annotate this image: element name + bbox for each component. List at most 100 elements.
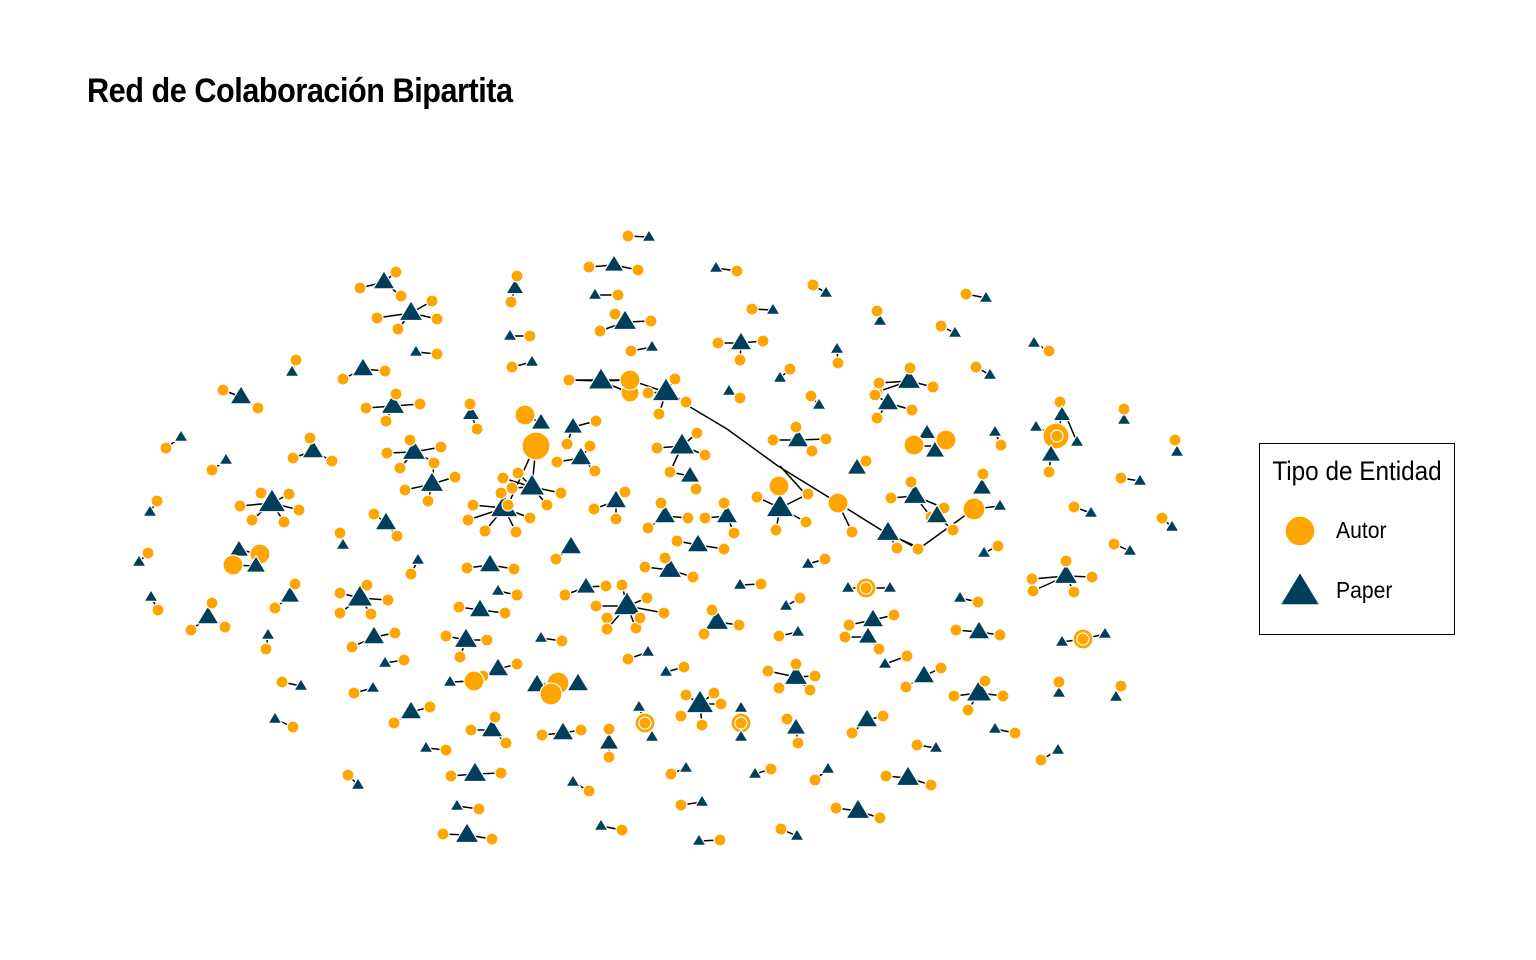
paper-node bbox=[1027, 418, 1045, 432]
autor-node bbox=[1114, 679, 1128, 693]
autor-node bbox=[961, 703, 975, 717]
autor-node bbox=[404, 567, 418, 581]
paper-node bbox=[927, 739, 945, 753]
paper-node bbox=[361, 624, 387, 645]
autor-node bbox=[501, 498, 515, 512]
autor-node bbox=[336, 372, 350, 386]
autor-node bbox=[434, 440, 448, 454]
paper-node bbox=[986, 720, 1004, 734]
autor-node bbox=[910, 738, 924, 752]
paper-node bbox=[951, 589, 969, 603]
autor-node bbox=[159, 441, 173, 455]
paper-node bbox=[195, 604, 221, 625]
paper-node bbox=[452, 626, 480, 649]
paper-node bbox=[266, 710, 284, 724]
autor-node bbox=[993, 628, 1007, 642]
autor-node bbox=[333, 526, 347, 540]
paper-node bbox=[789, 623, 807, 637]
paper-node bbox=[799, 555, 817, 569]
autor-node bbox=[275, 675, 289, 689]
autor-node bbox=[550, 455, 564, 469]
autor-node bbox=[589, 414, 603, 428]
autor-node bbox=[389, 265, 403, 279]
autor-node bbox=[934, 661, 948, 675]
autor-node bbox=[333, 606, 347, 620]
paper-node bbox=[398, 699, 424, 720]
autor-node bbox=[868, 388, 882, 402]
autor-node bbox=[562, 373, 576, 387]
autor-node bbox=[448, 470, 462, 484]
paper-node bbox=[856, 625, 880, 644]
autor-node bbox=[360, 578, 374, 592]
autor-node bbox=[827, 492, 849, 514]
autor-node bbox=[460, 561, 474, 575]
autor-node bbox=[485, 832, 499, 846]
paper-node bbox=[771, 369, 789, 383]
autor-node bbox=[560, 437, 574, 451]
autor-node bbox=[523, 329, 537, 343]
legend-circle-icon bbox=[1284, 515, 1316, 547]
autor-node bbox=[664, 767, 678, 781]
autor-node bbox=[609, 512, 623, 526]
paper-node bbox=[217, 451, 235, 465]
paper-node bbox=[657, 663, 675, 677]
paper-node bbox=[874, 519, 902, 542]
autor-node bbox=[924, 778, 938, 792]
paper-node bbox=[400, 438, 428, 461]
paper-node bbox=[714, 503, 740, 524]
autor-node bbox=[378, 364, 392, 378]
autor-node bbox=[808, 669, 822, 683]
autor-node bbox=[289, 353, 303, 367]
autor-node bbox=[439, 629, 453, 643]
legend-item-autor: Autor bbox=[1260, 509, 1454, 553]
autor-node bbox=[911, 542, 925, 556]
legend: Tipo de Entidad Autor Paper bbox=[1259, 443, 1455, 635]
paper-node bbox=[489, 582, 507, 596]
paper-node bbox=[784, 716, 808, 735]
paper-node bbox=[441, 673, 459, 687]
autor-node bbox=[602, 722, 616, 736]
paper-node bbox=[732, 699, 750, 713]
paper-node bbox=[977, 289, 995, 303]
autor-node bbox=[695, 718, 709, 732]
autor-node bbox=[480, 633, 494, 647]
autor-node bbox=[804, 389, 818, 403]
paper-node bbox=[1068, 433, 1086, 447]
autor-node bbox=[679, 395, 693, 409]
autor-node bbox=[934, 319, 948, 333]
paper-node bbox=[350, 356, 376, 377]
autor-node bbox=[899, 680, 913, 694]
autor-node bbox=[873, 811, 887, 825]
autor-node bbox=[663, 465, 677, 479]
paper-node bbox=[777, 597, 795, 611]
paper-node bbox=[785, 427, 811, 448]
paper-node bbox=[409, 551, 427, 565]
autor-node bbox=[1026, 584, 1040, 598]
paper-node bbox=[844, 797, 872, 820]
autor-node bbox=[900, 649, 914, 663]
autor-node bbox=[391, 322, 405, 336]
autor-node bbox=[768, 475, 790, 497]
autor-node bbox=[472, 802, 486, 816]
autor-node bbox=[819, 432, 833, 446]
paper-node bbox=[975, 544, 993, 558]
autor-node bbox=[540, 498, 554, 512]
paper-node bbox=[364, 679, 382, 693]
autor-node bbox=[514, 404, 536, 426]
autor-node bbox=[654, 496, 668, 510]
autor-node bbox=[325, 454, 339, 468]
autor-node bbox=[505, 360, 519, 374]
autor-node bbox=[379, 414, 393, 428]
paper-node bbox=[373, 510, 399, 531]
autor-node bbox=[690, 426, 704, 440]
paper-node bbox=[1039, 443, 1063, 462]
autor-node bbox=[504, 295, 518, 309]
autor-node bbox=[583, 439, 597, 453]
autor-node bbox=[641, 386, 655, 400]
paper-node bbox=[876, 655, 894, 669]
paper-node bbox=[376, 654, 394, 668]
autor-node bbox=[842, 618, 856, 632]
legend-title: Tipo de Entidad bbox=[1272, 456, 1442, 486]
autor-node bbox=[397, 653, 411, 667]
autor-node bbox=[593, 324, 607, 338]
